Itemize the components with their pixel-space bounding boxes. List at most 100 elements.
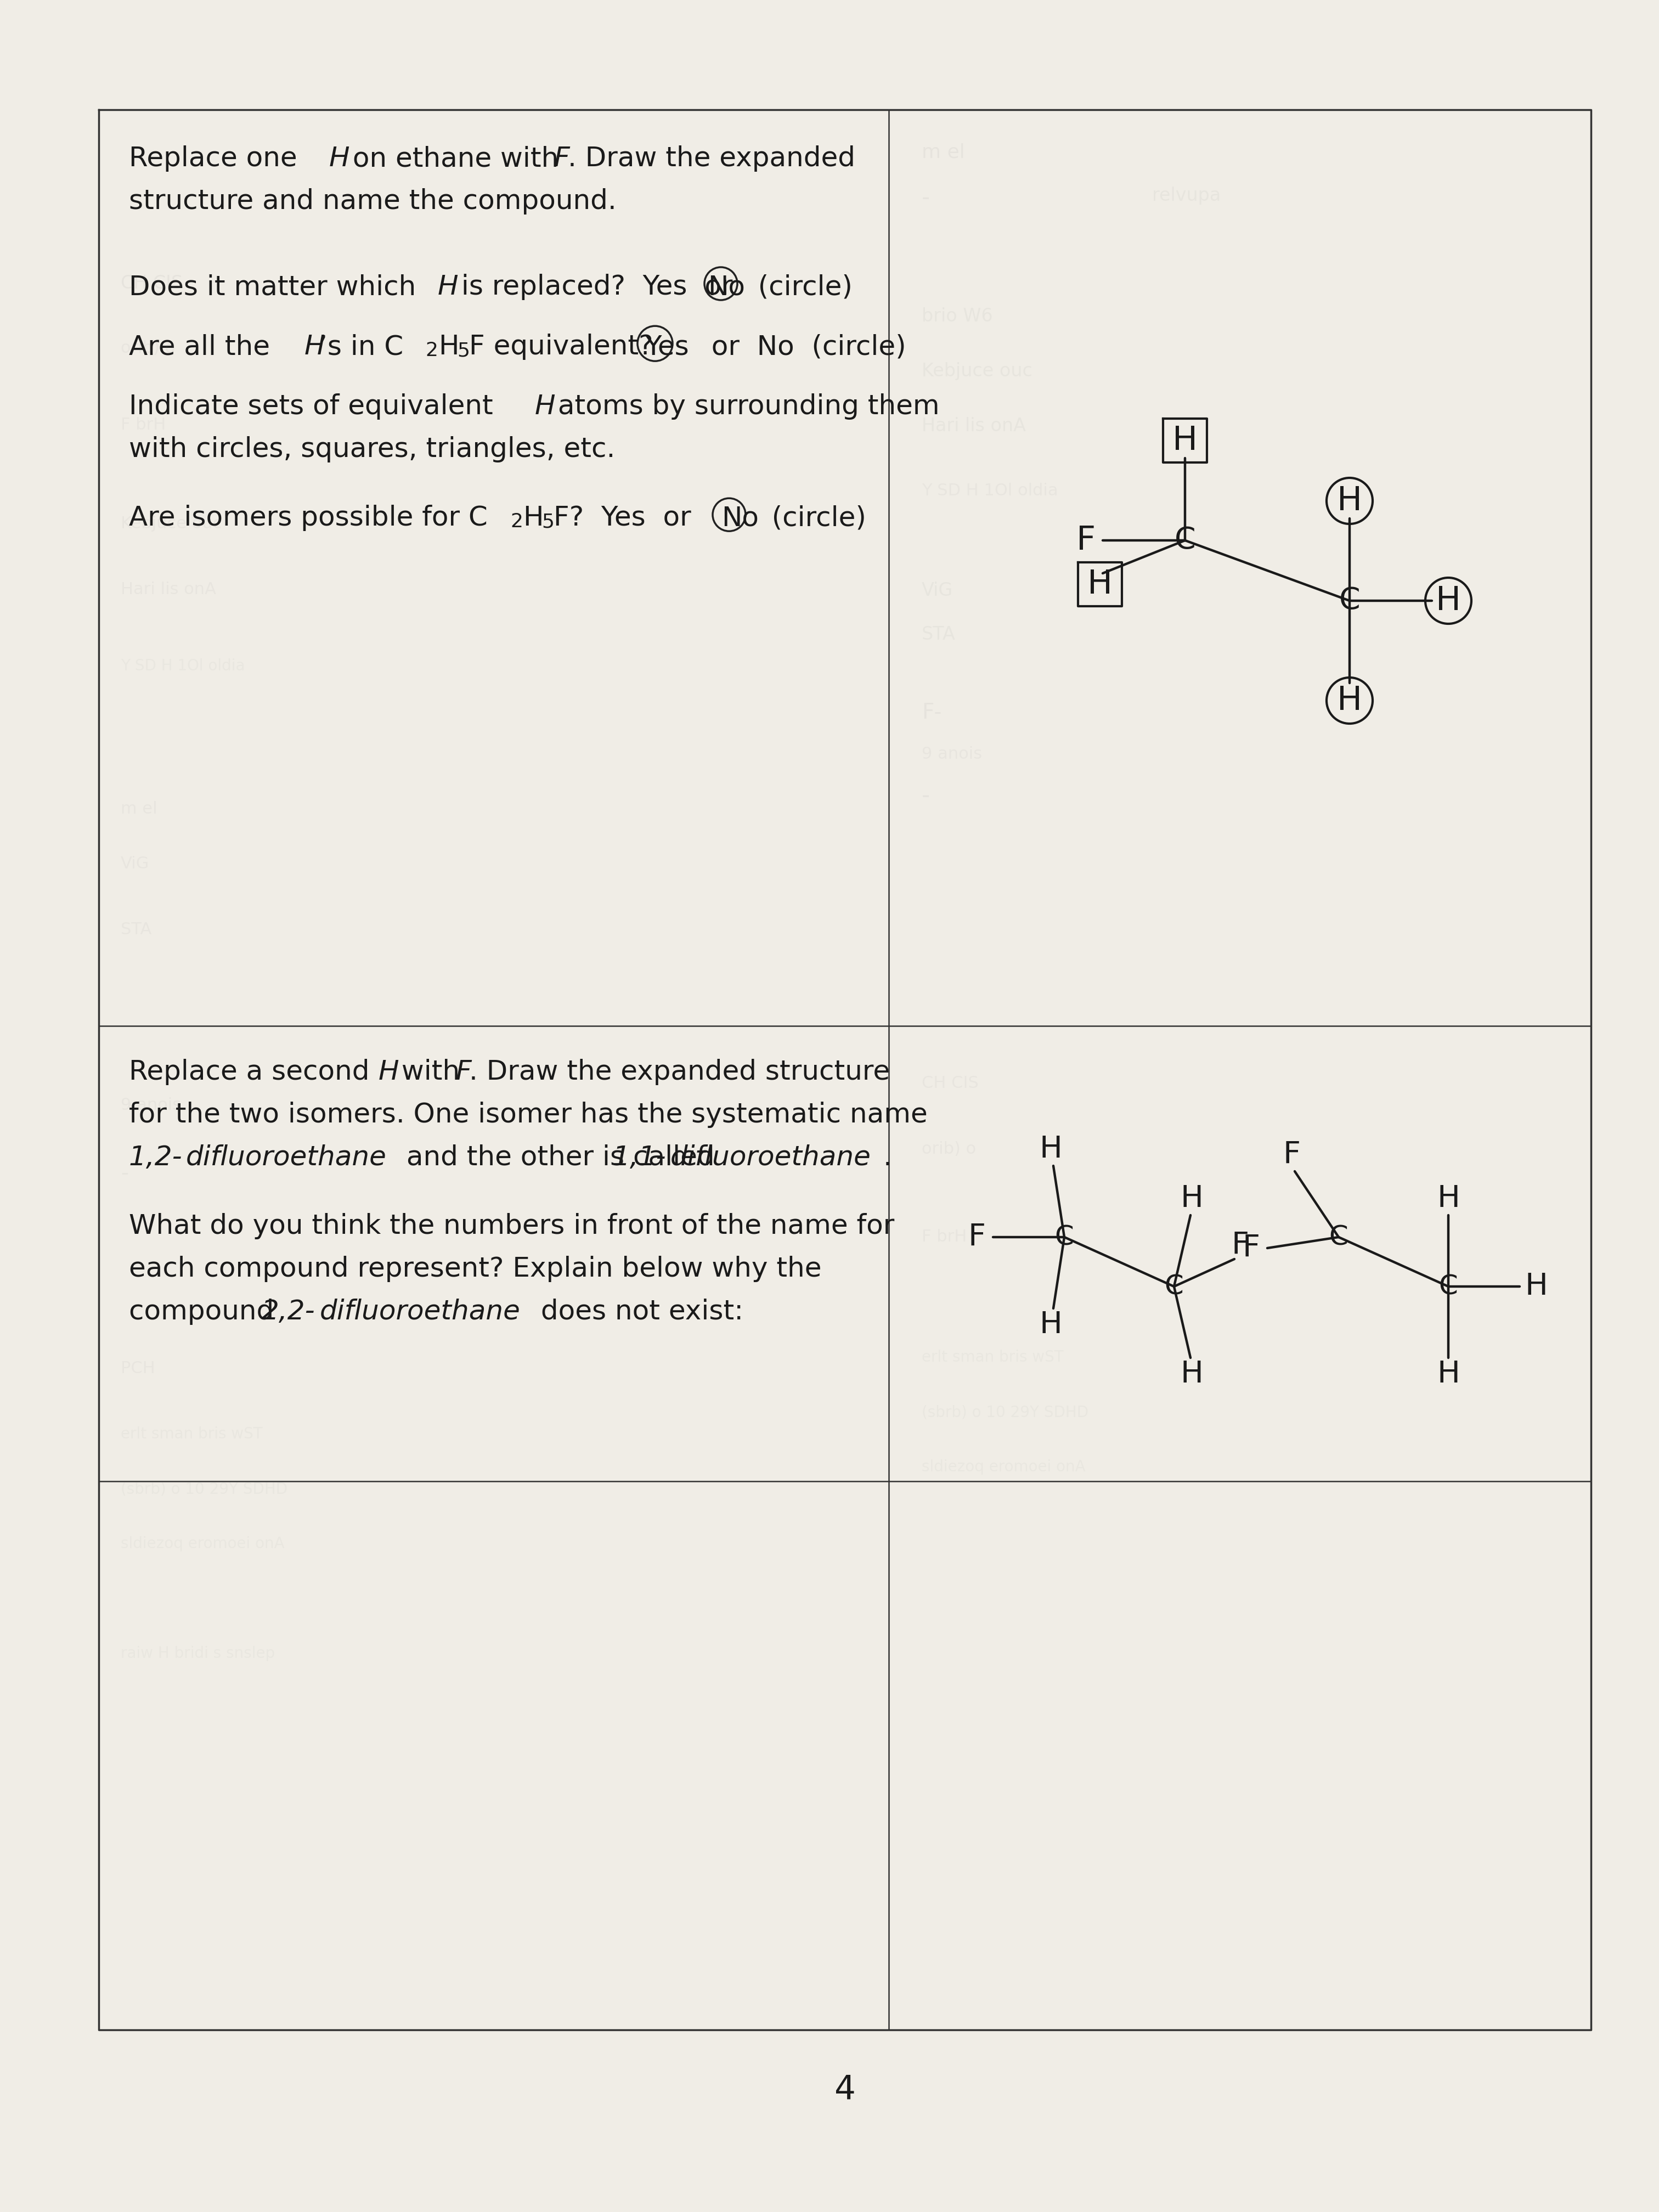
Text: F equivalent?: F equivalent?	[469, 334, 670, 361]
Text: C: C	[1329, 1223, 1349, 1250]
Text: compound: compound	[129, 1298, 282, 1325]
Text: raiw H bridi s snslep: raiw H bridi s snslep	[121, 1646, 275, 1661]
Text: C: C	[1175, 526, 1196, 555]
Text: F: F	[554, 146, 571, 173]
Text: STA: STA	[922, 626, 956, 644]
Text: H: H	[1437, 1183, 1460, 1214]
Text: orib) o: orib) o	[121, 341, 176, 356]
Text: orib) o: orib) o	[922, 1141, 975, 1157]
Text: H: H	[1337, 484, 1362, 518]
Text: Hari lis onA: Hari lis onA	[121, 582, 216, 597]
Text: 5: 5	[456, 341, 469, 361]
Text: -: -	[922, 785, 931, 807]
Text: m el: m el	[121, 801, 158, 816]
Text: .: .	[883, 1144, 893, 1170]
Text: 4: 4	[834, 2075, 856, 2106]
Text: Y SD H 1Ol oldia: Y SD H 1Ol oldia	[121, 659, 246, 675]
Text: erlt sman bris wST: erlt sman bris wST	[121, 1427, 262, 1442]
Text: H: H	[1337, 684, 1362, 717]
Text: H: H	[438, 274, 458, 301]
Text: difluoroethane: difluoroethane	[670, 1144, 871, 1170]
Text: . Draw the expanded: . Draw the expanded	[567, 146, 856, 173]
Text: brio W6: brio W6	[922, 307, 992, 325]
Text: structure and name the compound.: structure and name the compound.	[129, 188, 617, 215]
Text: No: No	[708, 274, 745, 301]
Text: C: C	[1055, 1223, 1073, 1250]
Text: STA: STA	[121, 922, 151, 938]
Text: 9 anois: 9 anois	[922, 745, 982, 761]
Text: F: F	[456, 1060, 471, 1086]
Text: Yes: Yes	[645, 334, 688, 361]
Text: H: H	[1039, 1135, 1062, 1164]
Text: for the two isomers. One isomer has the systematic name: for the two isomers. One isomer has the …	[129, 1102, 927, 1128]
Text: 2: 2	[511, 513, 523, 531]
Text: (circle): (circle)	[755, 504, 866, 531]
Text: -: -	[922, 186, 931, 210]
Text: H: H	[305, 334, 325, 361]
Text: ViG: ViG	[922, 582, 952, 599]
Text: F: F	[967, 1223, 985, 1252]
Text: CH CIS: CH CIS	[922, 1075, 979, 1091]
Text: is replaced?  Yes  or: is replaced? Yes or	[453, 274, 750, 301]
Text: No: No	[722, 504, 758, 531]
Text: Are all the: Are all the	[129, 334, 279, 361]
Text: Kebjuce ouc: Kebjuce ouc	[121, 515, 222, 531]
Text: F?  Yes  or: F? Yes or	[554, 504, 708, 531]
Text: (sbrb) o 10 29Y SDHD: (sbrb) o 10 29Y SDHD	[121, 1482, 287, 1498]
Text: Replace a second: Replace a second	[129, 1060, 378, 1086]
Text: Hari lis onA: Hari lis onA	[922, 416, 1025, 436]
Text: F: F	[1282, 1139, 1301, 1170]
Text: H: H	[1437, 1360, 1460, 1389]
Text: H: H	[328, 146, 350, 173]
Text: What do you think the numbers in front of the name for: What do you think the numbers in front o…	[129, 1212, 894, 1239]
Text: 1,2-: 1,2-	[129, 1144, 182, 1170]
Text: on ethane with: on ethane with	[343, 146, 567, 173]
Text: F brH: F brH	[922, 1230, 967, 1245]
Text: Replace one: Replace one	[129, 146, 305, 173]
Text: ’s in C: ’s in C	[319, 334, 403, 361]
Text: -: -	[121, 1164, 128, 1183]
Text: 2: 2	[425, 341, 438, 361]
Text: H: H	[534, 394, 556, 420]
Text: Kebjuce ouc: Kebjuce ouc	[922, 363, 1032, 380]
Text: H: H	[1525, 1272, 1548, 1301]
Text: F: F	[1077, 524, 1097, 557]
Text: difluoroethane: difluoroethane	[186, 1144, 387, 1170]
Text: sldiezoq eromoei onA: sldiezoq eromoei onA	[922, 1460, 1085, 1475]
Text: or  No  (circle): or No (circle)	[693, 334, 906, 361]
Text: F: F	[1231, 1230, 1249, 1261]
Text: difluoroethane: difluoroethane	[320, 1298, 521, 1325]
Text: Y SD H 1Ol oldia: Y SD H 1Ol oldia	[922, 482, 1058, 498]
Text: Are isomers possible for C: Are isomers possible for C	[129, 504, 488, 531]
Text: H: H	[1435, 584, 1462, 617]
Text: F: F	[1243, 1234, 1259, 1263]
Text: does not exist:: does not exist:	[533, 1298, 743, 1325]
Text: H: H	[1039, 1310, 1062, 1340]
Text: erlt sman bris wST: erlt sman bris wST	[922, 1349, 1063, 1365]
Text: H: H	[1087, 568, 1113, 599]
Text: 2,2-: 2,2-	[262, 1298, 315, 1325]
Text: H: H	[438, 334, 460, 361]
Text: C: C	[1438, 1274, 1458, 1301]
Text: 9 anois: 9 anois	[121, 1097, 181, 1113]
Text: C: C	[1339, 586, 1360, 615]
Text: sldiezoq eromoei onA: sldiezoq eromoei onA	[121, 1535, 285, 1551]
Text: atoms by surrounding them: atoms by surrounding them	[549, 394, 939, 420]
Text: H: H	[1180, 1360, 1203, 1389]
Text: each compound represent? Explain below why the: each compound represent? Explain below w…	[129, 1256, 821, 1283]
Text: relvupa: relvupa	[1151, 186, 1221, 206]
Text: m el: m el	[922, 142, 966, 161]
Text: Indicate sets of equivalent: Indicate sets of equivalent	[129, 394, 501, 420]
Text: C: C	[1165, 1274, 1183, 1301]
Text: PCH: PCH	[121, 1360, 156, 1376]
Text: Does it matter which: Does it matter which	[129, 274, 425, 301]
Text: with: with	[393, 1060, 468, 1086]
Text: F-: F-	[922, 701, 942, 723]
Text: F brH: F brH	[121, 416, 166, 434]
Text: H: H	[378, 1060, 400, 1086]
Text: ViG: ViG	[121, 856, 149, 872]
Text: H: H	[523, 504, 544, 531]
Text: (circle): (circle)	[740, 274, 853, 301]
Text: and the other is called: and the other is called	[398, 1144, 723, 1170]
Text: CH CIS: CH CIS	[121, 274, 182, 292]
